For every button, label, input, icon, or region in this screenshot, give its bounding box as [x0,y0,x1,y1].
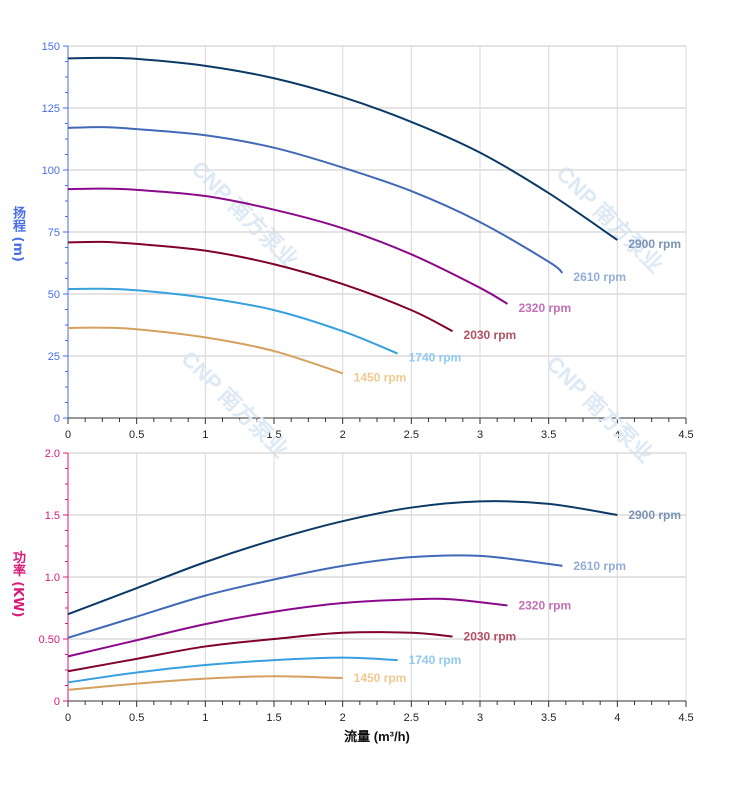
series-line-1740-rpm [67,656,398,684]
x-tick-label: 2 [340,712,346,724]
power-y-axis-label: 功率 (KW) [10,550,25,618]
series-line-2030-rpm [67,240,453,333]
x-tick-label: 4 [614,712,620,724]
series-label: 1450 rpm [354,671,407,685]
y-tick-label: 50 [48,289,60,301]
series-line-2900-rpm [67,500,618,616]
series-label: 1740 rpm [409,351,462,365]
series-line-1740-rpm [67,287,398,355]
series-line-2320-rpm [67,187,508,305]
series-label: 2900 rpm [628,508,681,522]
x-tick-label: 2.5 [404,712,419,724]
x-tick-label: 1 [202,712,208,724]
y-tick-label: 125 [42,103,60,115]
y-tick-label: 1.5 [45,510,60,522]
x-tick-label: 1.5 [266,712,281,724]
series-label: 2320 rpm [518,599,571,613]
x-tick-label: 0 [65,429,71,441]
x-tick-label: 2 [340,429,346,441]
panel-0: CNP 南方泵业 CNP 南方泵业 0 0.5 1 1.5 2 2.5 3 3.5 4 4.5 0 25 5… [42,41,694,441]
series-line-2320-rpm [67,597,508,658]
y-tick-label: 100 [42,165,60,177]
x-tick-label: 4 [614,429,620,441]
watermark-logo: CNP 南方泵业 [541,351,658,468]
x-tick-label: 3.5 [541,429,556,441]
series-line-1450-rpm [67,326,343,375]
series-label: 2320 rpm [518,301,571,315]
series-line-2030-rpm [67,631,453,673]
watermark-logo: CNP 南方泵业 [176,346,293,463]
x-tick-label: 2.5 [404,429,419,441]
series-label: 2030 rpm [464,630,517,644]
series-line-2900-rpm [67,56,618,241]
y-tick-label: 0 [54,696,60,708]
y-tick-label: 0.50 [39,634,60,646]
x-tick-label: 1.5 [266,429,281,441]
watermark-logo: CNP 南方泵业 [551,161,668,278]
series-label: 2610 rpm [573,270,626,284]
x-tick-label: 0.5 [129,429,144,441]
x-tick-label: 0.5 [129,712,144,724]
series-line-1450-rpm [67,675,343,691]
head-y-axis-label: 扬程 (m) [10,206,25,262]
y-tick-label: 75 [48,227,60,239]
x-tick-label: 3.5 [541,712,556,724]
x-tick-label: 4.5 [678,712,693,724]
x-tick-label: 0 [65,712,71,724]
series-label: 2610 rpm [573,559,626,573]
x-tick-label: 3 [477,712,483,724]
watermark-logo: CNP 南方泵业 [186,156,303,273]
x-axis-label: 流量 (m³/h) [344,729,410,744]
series-line-2610-rpm [67,126,564,274]
series-label: 2900 rpm [628,237,681,251]
y-tick-label: 25 [48,351,60,363]
x-tick-label: 4.5 [678,429,693,441]
x-tick-label: 1 [202,429,208,441]
y-tick-label: 0 [54,413,60,425]
y-tick-label: 1.0 [45,572,60,584]
series-label: 1740 rpm [409,653,462,667]
series-label: 1450 rpm [354,370,407,384]
series-label: 2030 rpm [464,328,517,342]
x-tick-label: 3 [477,429,483,441]
y-tick-label: 2.0 [45,448,60,460]
y-tick-label: 150 [42,41,60,53]
series-line-2610-rpm [67,554,563,639]
